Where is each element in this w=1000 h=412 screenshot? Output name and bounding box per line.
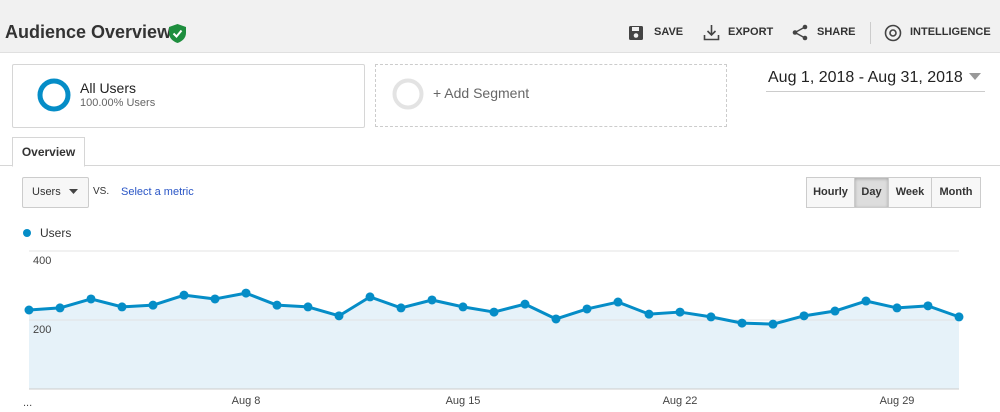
point <box>861 296 871 306</box>
area <box>29 293 959 389</box>
date-underline <box>766 91 985 92</box>
x-tick-label: Aug 8 <box>232 395 261 407</box>
vs-label: VS. <box>93 186 110 197</box>
point <box>675 307 685 317</box>
top-bar <box>0 0 1000 53</box>
point <box>303 302 313 312</box>
share-icon[interactable] <box>792 24 808 41</box>
point <box>24 305 34 315</box>
point <box>117 302 127 312</box>
x-tick-label: Aug 29 <box>880 395 915 407</box>
point <box>923 301 933 311</box>
tab-rule <box>0 165 1000 166</box>
metric-caret[interactable] <box>69 189 78 194</box>
date-range[interactable]: Aug 1, 2018 - Aug 31, 2018 <box>768 69 963 86</box>
point <box>334 311 344 321</box>
intelligence-icon[interactable] <box>884 24 902 42</box>
metric[interactable]: Users <box>32 186 61 198</box>
export-icon[interactable] <box>703 24 720 41</box>
granularity-button[interactable]: Hourly <box>806 177 855 208</box>
granularity-button[interactable]: Week <box>888 177 932 208</box>
point <box>210 294 220 304</box>
point <box>613 297 623 307</box>
date-caret[interactable] <box>969 73 981 81</box>
add-segment-donut <box>392 78 424 110</box>
chart: Users 200 400 Aug 8 Aug 15 Aug 22 Aug 29... <box>23 226 964 409</box>
add-segment-card[interactable] <box>375 64 727 127</box>
page-title: Audience Overview <box>5 22 172 42</box>
point <box>489 307 499 317</box>
segment-name: All Users <box>80 80 137 96</box>
share-button[interactable]: SHARE <box>817 26 856 38</box>
point <box>520 299 530 309</box>
y-tick-label: 200 <box>33 324 51 336</box>
segment-donut <box>37 78 71 112</box>
legend-swatch <box>23 229 31 237</box>
point <box>706 312 716 322</box>
point <box>830 306 840 316</box>
granularity-button[interactable]: Month <box>931 177 981 208</box>
save-button[interactable]: SAVE <box>654 26 684 38</box>
point <box>272 300 282 310</box>
segment-card[interactable] <box>12 64 365 128</box>
granularity-button[interactable]: Day <box>854 177 889 208</box>
x-tick-label: Aug 22 <box>663 395 698 407</box>
point <box>892 303 902 313</box>
save-icon[interactable] <box>628 25 644 41</box>
point <box>241 288 251 298</box>
y-tick-label: 400 <box>33 255 51 267</box>
verified-icon <box>169 24 186 43</box>
add-segment[interactable]: + Add Segment <box>433 85 530 101</box>
point <box>86 294 96 304</box>
point <box>179 290 189 300</box>
point <box>954 312 964 322</box>
point <box>768 319 778 329</box>
point <box>458 302 468 312</box>
point <box>799 311 809 321</box>
point <box>427 295 437 305</box>
export-button[interactable]: EXPORT <box>728 26 774 38</box>
point <box>148 300 158 310</box>
x-tick-label: Aug 15 <box>446 395 481 407</box>
point <box>582 304 592 314</box>
metric-dropdown[interactable] <box>22 177 89 208</box>
point <box>365 292 375 302</box>
point <box>396 303 406 313</box>
point <box>737 318 747 328</box>
axis-note: ... <box>23 397 32 409</box>
legend-label: Users <box>40 226 71 240</box>
select-metric[interactable]: Select a metric <box>121 186 194 198</box>
separator <box>870 22 871 44</box>
point <box>551 314 561 324</box>
point <box>644 309 654 319</box>
tab[interactable]: Overview <box>12 137 85 167</box>
segment-share: 100.00% Users <box>80 97 156 109</box>
intelligence-button[interactable]: INTELLIGENCE <box>910 26 991 38</box>
point <box>55 303 65 313</box>
